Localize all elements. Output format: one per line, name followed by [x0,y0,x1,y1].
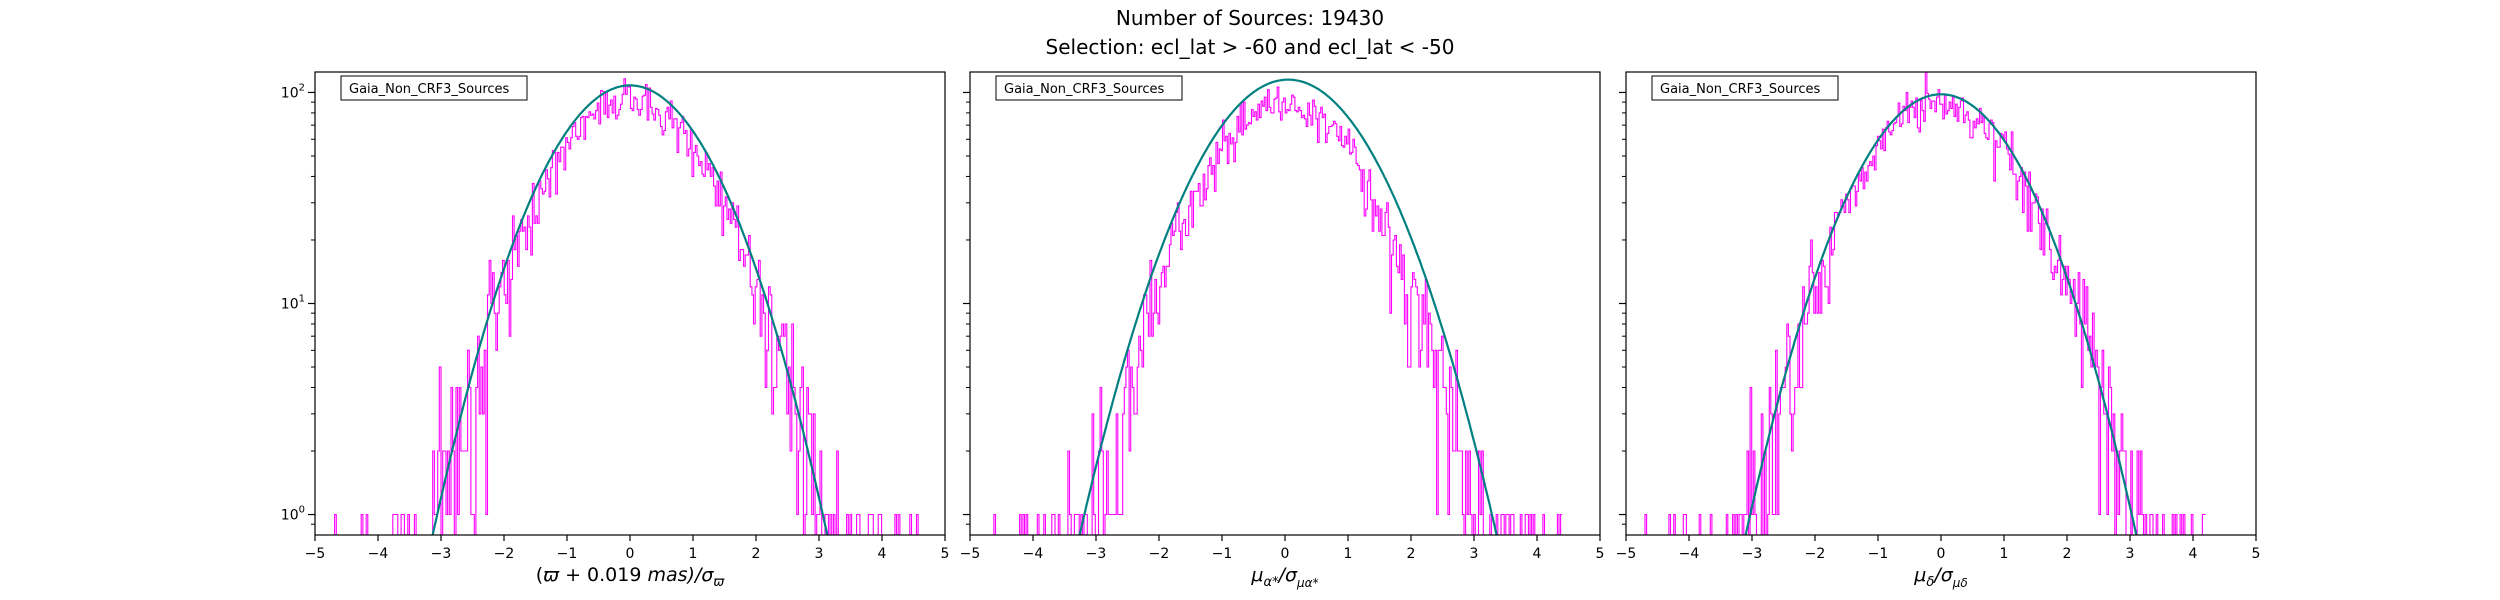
x-tick-label: −1 [557,546,578,562]
plot-frame [1625,71,2257,536]
plot-frame [314,71,946,536]
x-axis-label: (ϖ + 0.019 mas)/σϖ [536,564,726,590]
legend: Gaia_Non_CRF3_Sources [995,75,1183,101]
x-tick-label: −4 [1679,546,1700,562]
legend-label: Gaia_Non_CRF3_Sources [1660,82,1821,97]
x-tick-label: 0 [1937,546,1946,562]
x-tick-label: −2 [1149,546,1170,562]
y-tick-label: 100 [281,505,305,524]
x-tick-label: 4 [878,546,887,562]
x-tick-label: −3 [1742,546,1763,562]
histogram-series [334,78,919,535]
x-axis-label: μα*/σμα* [1250,564,1318,590]
plot-frame [969,71,1601,536]
x-tick-label: 5 [1596,546,1605,562]
chart-panel-1: −5 −4 −3 −2 −1 0 1 2 3 4 5 100 101 102 Gaia_Non_CRF3_S… [281,71,950,590]
x-tick-label: 4 [2189,546,2198,562]
x-tick-label: −1 [1868,546,1889,562]
legend: Gaia_Non_CRF3_Sources [1651,75,1839,101]
x-tick-label: −1 [1212,546,1233,562]
x-tick-label: −5 [305,546,326,562]
figure-subtitle: Selection: ecl_lat > -60 and ecl_lat < -… [1045,35,1455,59]
x-tick-label: −5 [1616,546,1637,562]
x-tick-label: 1 [689,546,698,562]
x-tick-label: −3 [1086,546,1107,562]
x-tick-label: 0 [1281,546,1290,562]
legend-label: Gaia_Non_CRF3_Sources [349,82,510,97]
histogram-series [1644,72,2206,535]
x-tick-label: 5 [2252,546,2261,562]
x-tick-label: 5 [941,546,950,562]
x-tick-label: 1 [1344,546,1353,562]
x-tick-label: 0 [626,546,635,562]
x-tick-label: 4 [1533,546,1542,562]
chart-panel-2: −5 −4 −3 −2 −1 0 1 2 3 4 5 Gaia_Non_CRF3_Sources μα*… [960,71,1605,590]
x-tick-label: 2 [2063,546,2072,562]
legend: Gaia_Non_CRF3_Sources [340,75,528,101]
x-tick-label: 2 [752,546,761,562]
gaussian-fit-curve [1744,93,2138,535]
histogram-series [993,86,1563,535]
x-tick-label: −5 [960,546,981,562]
x-tick-label: 2 [1407,546,1416,562]
gaussian-fit-curve [431,84,829,535]
y-tick-label: 102 [281,82,305,101]
y-tick-label: 101 [281,294,305,313]
x-tick-label: −2 [1805,546,1826,562]
x-tick-label: 3 [1470,546,1479,562]
x-tick-label: 3 [2126,546,2135,562]
x-tick-label: −2 [494,546,515,562]
legend-box [995,75,1183,101]
x-tick-label: −3 [431,546,452,562]
x-tick-label: 1 [2000,546,2009,562]
legend-box [1651,75,1839,101]
x-tick-label: 3 [815,546,824,562]
legend-label: Gaia_Non_CRF3_Sources [1004,82,1165,97]
chart-panel-3: −5 −4 −3 −2 −1 0 1 2 3 4 5 Gaia_Non_CRF3_Sources μδ/… [1616,71,2261,590]
x-tick-label: −4 [368,546,389,562]
figure-title: Number of Sources: 19430 [1115,6,1385,30]
gaussian-fit-curve [1078,78,1498,535]
x-tick-label: −4 [1023,546,1044,562]
legend-box [340,75,528,101]
x-axis-label: μδ/σμδ [1913,564,1968,590]
